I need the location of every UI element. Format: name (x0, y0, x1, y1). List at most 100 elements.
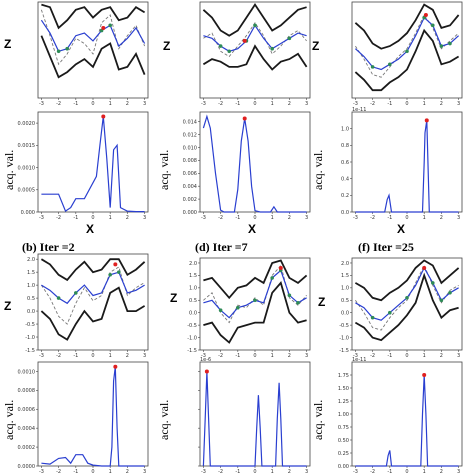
x-tick-label: -2 (218, 101, 223, 107)
next-point-marker (242, 38, 247, 43)
sample-point (296, 300, 300, 305)
x-tick-label: -2 (56, 353, 61, 359)
x-tick-label: 2 (288, 469, 291, 474)
next-point-marker (423, 12, 428, 17)
y-tick-label: 0.000 (183, 210, 197, 216)
panel-8: -3 -2 -1 0 1 2 3 -1.5 -1.0 -0.5 0.0 0.5 1.0 1.5 2.0 (339, 257, 463, 359)
y-tick-label: 2.0 (189, 261, 197, 267)
acq-ylabel-c: acq. val. (157, 150, 171, 190)
y-tick-label: 0.006 (183, 171, 197, 177)
acq-ylabel-f: acq. val. (311, 400, 325, 440)
x-tick-label: -1 (235, 215, 240, 221)
x-tick-label: 1 (271, 353, 274, 359)
panel-label-f: (f) Iter =25 (358, 240, 414, 254)
x-tick-label: -1 (387, 101, 392, 107)
y-tick-label: 0.002 (183, 197, 197, 203)
panel-frame (199, 257, 311, 351)
x-tick-label: 0 (91, 469, 94, 474)
y-tick-label: -1.0 (187, 335, 197, 341)
acquisition-line (202, 114, 307, 213)
y-tick-label: 0.2 (341, 193, 349, 199)
x-tick-label: -1 (73, 215, 78, 221)
xlabel-c: X (248, 222, 256, 236)
panel-frame (351, 111, 463, 213)
x-tick-label: 3 (305, 215, 308, 221)
gp-ylabel-f: Z (318, 295, 325, 309)
y-tick-label: 0.75 (338, 425, 349, 431)
upper-bound-line (202, 2, 307, 37)
acq-ylabel-d: acq. val. (157, 400, 171, 440)
acquisition-line (41, 116, 145, 213)
x-tick-label: -3 (353, 353, 358, 359)
y-tick-label: 0.50 (338, 438, 349, 444)
x-tick-label: 2 (440, 101, 443, 107)
y-tick-label: -0.5 (187, 323, 197, 329)
y-tick-label: 0.5 (27, 296, 35, 302)
x-tick-label: 0 (253, 101, 256, 107)
x-tick-label: 3 (457, 469, 460, 474)
true-function-line (203, 21, 307, 58)
x-tick-label: 3 (305, 469, 308, 474)
x-tick-label: 1 (109, 101, 112, 107)
x-tick-label: 0 (91, 353, 94, 359)
x-tick-label: 0 (91, 215, 94, 221)
y-tick-label: 0.0020 (18, 121, 36, 127)
x-tick-label: 0 (253, 353, 256, 359)
y-tick-label: 1.5 (189, 273, 197, 279)
x-tick-label: 2 (126, 101, 129, 107)
lower-bound-line (354, 272, 459, 342)
y-tick-label: 0.0010 (18, 165, 36, 171)
x-tick-label: 3 (143, 215, 146, 221)
x-tick-label: -1 (387, 469, 392, 474)
x-tick-label: 3 (457, 101, 460, 107)
y-tick-label: 1.0 (341, 126, 349, 132)
x-tick-label: -2 (56, 215, 61, 221)
y-tick-label: 0.004 (183, 184, 197, 190)
x-tick-label: 0 (253, 469, 256, 474)
x-tick-label: -3 (353, 101, 358, 107)
sample-point (388, 62, 392, 67)
sample-point (370, 315, 375, 320)
y-tick-label: 0.012 (183, 132, 197, 138)
x-tick-label: 2 (288, 101, 291, 107)
sample-point (65, 46, 70, 51)
y-tick-label: 0.000 (21, 210, 35, 216)
acquisition-max-marker (204, 369, 209, 374)
x-tick-label: 2 (440, 469, 443, 474)
y-tick-label: 0.0002 (18, 445, 36, 451)
x-tick-label: -2 (56, 469, 61, 474)
panel-frame (351, 257, 463, 351)
x-tick-label: -2 (370, 353, 375, 359)
y-tick-label: 0.0000 (18, 464, 36, 470)
x-tick-label: 1 (271, 215, 274, 221)
xlabel-a: X (86, 222, 94, 236)
x-tick-label: 0 (405, 101, 408, 107)
gp-ylabel-e: Z (312, 39, 319, 53)
x-tick-label: -2 (56, 101, 61, 107)
gp-ylabel-b: Z (4, 299, 11, 313)
sample-point (439, 44, 444, 48)
true-function-line (203, 264, 307, 324)
x-tick-label: -3 (353, 469, 358, 474)
y-tick-label: 0.010 (183, 145, 197, 151)
panel-9: -3 -2 -1 0 1 2 3 0.0000 0.0002 0.0004 0.0006 0.0008… (18, 361, 149, 474)
x-tick-label: -3 (39, 469, 44, 474)
sample-point (218, 44, 223, 48)
gp-ylabel-c: Z (163, 39, 170, 53)
x-tick-label: -2 (218, 469, 223, 474)
x-tick-label: 3 (143, 469, 146, 474)
lower-bound-line (202, 44, 308, 71)
x-tick-label: -2 (218, 353, 223, 359)
x-tick-label: -3 (201, 353, 206, 359)
x-tick-label: 2 (126, 215, 129, 221)
x-tick-label: 1 (109, 353, 112, 359)
panel-label-d: (d) Iter =7 (195, 240, 248, 254)
y-tick-label: 0.00 (338, 464, 349, 470)
panel-10: -3 -2 -1 0 1 2 3 1e-6 (198, 357, 311, 474)
x-tick-label: 2 (126, 469, 129, 474)
next-point-marker (422, 265, 427, 270)
x-tick-label: 3 (143, 353, 146, 359)
x-tick-label: 0 (253, 215, 256, 221)
x-tick-label: -1 (73, 353, 78, 359)
